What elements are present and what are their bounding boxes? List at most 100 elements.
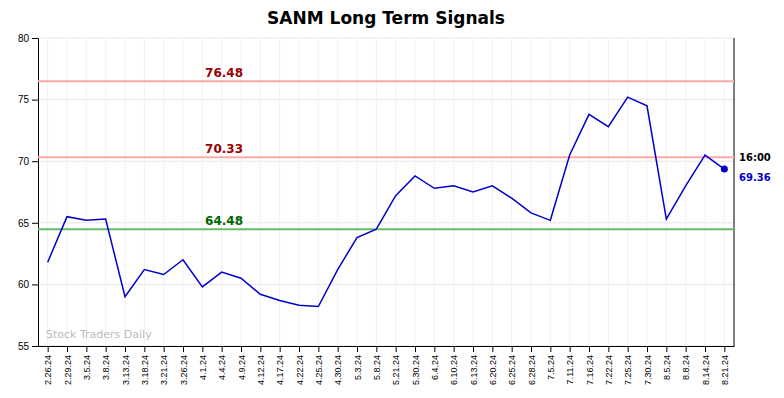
- x-tick-label: 8.5.24: [662, 355, 672, 380]
- x-tick-label: 3.26.24: [179, 355, 189, 385]
- x-tick-label: 8.21.24: [720, 355, 730, 385]
- x-tick-label: 4.1.24: [198, 355, 208, 380]
- grid-line: [647, 38, 648, 346]
- grid-line: [318, 38, 319, 346]
- grid-line: [105, 38, 106, 346]
- x-tick-mark: [724, 346, 725, 352]
- grid-line: [511, 38, 512, 346]
- grid-line: [531, 38, 532, 346]
- x-tick-mark: [570, 346, 571, 352]
- x-tick-label: 3.5.24: [82, 355, 92, 380]
- x-tick: 4.30.24: [333, 346, 343, 385]
- x-tick-label: 4.22.24: [295, 355, 305, 385]
- x-tick-mark: [299, 346, 300, 352]
- grid-line: [357, 38, 358, 346]
- x-tick-mark: [415, 346, 416, 352]
- x-tick: 8.14.24: [701, 346, 711, 385]
- grid-line: [415, 38, 416, 346]
- annotations: 76.4870.3364.4816:0069.36Stock Traders D…: [46, 66, 771, 341]
- x-tick: 3.26.24: [179, 346, 189, 385]
- grid-line: [86, 38, 87, 346]
- x-tick-mark: [144, 346, 145, 352]
- x-tick-label: 7.22.24: [604, 355, 614, 385]
- reference-line: [38, 80, 734, 82]
- x-tick-label: 4.9.24: [237, 355, 247, 380]
- x-tick-mark: [396, 346, 397, 352]
- x-tick: 4.4.24: [217, 346, 227, 380]
- x-tick-mark: [628, 346, 629, 352]
- grid-line: [453, 38, 454, 346]
- reference-label: 70.33: [205, 142, 243, 156]
- y-tick-mark: [32, 223, 38, 224]
- grid-line: [492, 38, 493, 346]
- x-tick-mark: [241, 346, 242, 352]
- x-tick-label: 2.29.24: [63, 355, 73, 385]
- x-tick: 3.8.24: [101, 346, 111, 380]
- grid-line: [38, 161, 734, 162]
- plot-area: 2.26.242.29.243.5.243.8.243.13.243.18.24…: [18, 33, 771, 385]
- x-tick-label: 6.28.24: [527, 355, 537, 385]
- end-value-label: 69.36: [739, 172, 771, 183]
- grid-line: [38, 99, 734, 100]
- x-tick-label: 5.8.24: [372, 355, 382, 380]
- y-tick-label: 65: [18, 218, 30, 229]
- reference-line: [38, 228, 734, 230]
- chart-container: 2.26.242.29.243.5.243.8.243.13.243.18.24…: [0, 0, 784, 398]
- y-tick: 65: [18, 218, 38, 229]
- x-tick-mark: [666, 346, 667, 352]
- grid-line: [221, 38, 222, 346]
- reference-label: 76.48: [205, 66, 243, 80]
- x-tick-label: 4.25.24: [314, 355, 324, 385]
- x-tick-label: 6.25.24: [507, 355, 517, 385]
- grid-line: [337, 38, 338, 346]
- x-tick: 4.22.24: [295, 346, 305, 385]
- reference-line: [38, 156, 734, 158]
- x-tick: 7.11.24: [565, 346, 575, 384]
- x-tick-mark: [260, 346, 261, 352]
- x-tick-mark: [164, 346, 165, 352]
- x-tick-mark: [492, 346, 493, 352]
- x-tick-mark: [434, 346, 435, 352]
- x-tick-label: 8.14.24: [701, 355, 711, 385]
- x-tick: 5.21.24: [391, 346, 401, 385]
- x-tick: 3.13.24: [121, 346, 131, 385]
- x-tick-mark: [512, 346, 513, 352]
- x-tick: 2.26.24: [43, 346, 53, 385]
- x-tick: 7.30.24: [643, 346, 653, 385]
- x-tick-mark: [86, 346, 87, 352]
- x-tick-label: 7.5.24: [546, 355, 556, 380]
- x-axis: 2.26.242.29.243.5.243.8.243.13.243.18.24…: [39, 346, 735, 385]
- x-tick-mark: [454, 346, 455, 352]
- x-tick-mark: [550, 346, 551, 352]
- x-tick: 7.5.24: [546, 346, 556, 380]
- end-point: [721, 166, 728, 173]
- y-tick-label: 55: [18, 341, 30, 352]
- y-tick: 60: [18, 279, 38, 290]
- grid-line: [38, 346, 734, 347]
- reference-label: 64.48: [205, 214, 243, 228]
- y-tick-label: 80: [18, 33, 30, 44]
- x-tick: 2.29.24: [63, 346, 73, 385]
- x-tick-label: 7.30.24: [643, 355, 653, 385]
- x-tick-label: 4.17.24: [275, 355, 285, 385]
- grid-line: [395, 38, 396, 346]
- x-tick: 6.13.24: [469, 346, 479, 385]
- x-tick: 4.1.24: [198, 346, 208, 380]
- y-tick-label: 75: [18, 94, 30, 105]
- x-tick-mark: [67, 346, 68, 352]
- x-tick: 7.22.24: [604, 346, 614, 385]
- y-tick-mark: [32, 284, 38, 285]
- grid-line: [260, 38, 261, 346]
- grid-line: [666, 38, 667, 346]
- x-tick: 3.21.24: [159, 346, 169, 385]
- grid-line: [376, 38, 377, 346]
- grid-line: [38, 222, 734, 223]
- x-tick: 6.25.24: [507, 346, 517, 385]
- y-tick-mark: [32, 38, 38, 39]
- x-tick-label: 3.21.24: [159, 355, 169, 385]
- x-tick-mark: [473, 346, 474, 352]
- x-tick: 5.3.24: [353, 346, 363, 380]
- x-tick-mark: [705, 346, 706, 352]
- x-tick: 4.12.24: [256, 346, 266, 385]
- grid-line: [685, 38, 686, 346]
